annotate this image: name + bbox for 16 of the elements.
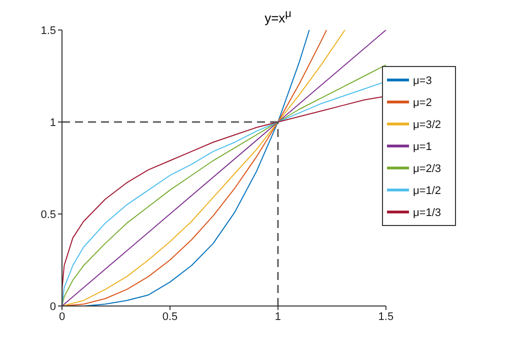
y-tick-label: 1.5 xyxy=(40,24,56,37)
legend-label: μ=2 xyxy=(412,97,432,110)
legend-label: μ=1/3 xyxy=(412,207,441,220)
y-tick-label: 0 xyxy=(50,300,56,313)
x-tick-label: 1 xyxy=(274,310,282,323)
legend-label: μ=2/3 xyxy=(412,163,441,176)
legend-label: μ=1 xyxy=(412,141,432,154)
chart-title: y=x$^{μ}$ xyxy=(264,8,292,26)
x-tick-label: 1.5 xyxy=(378,310,394,323)
x-tick-label: 0.5 xyxy=(162,310,178,323)
x-tick-label: 0 xyxy=(58,310,66,323)
legend-label: μ=1/2 xyxy=(412,185,441,198)
y-tick-label: 1 xyxy=(50,116,56,129)
y-tick-label: 0.5 xyxy=(40,208,56,221)
legend-label: μ=3 xyxy=(412,75,432,88)
legend-label: μ=3/2 xyxy=(412,119,441,132)
